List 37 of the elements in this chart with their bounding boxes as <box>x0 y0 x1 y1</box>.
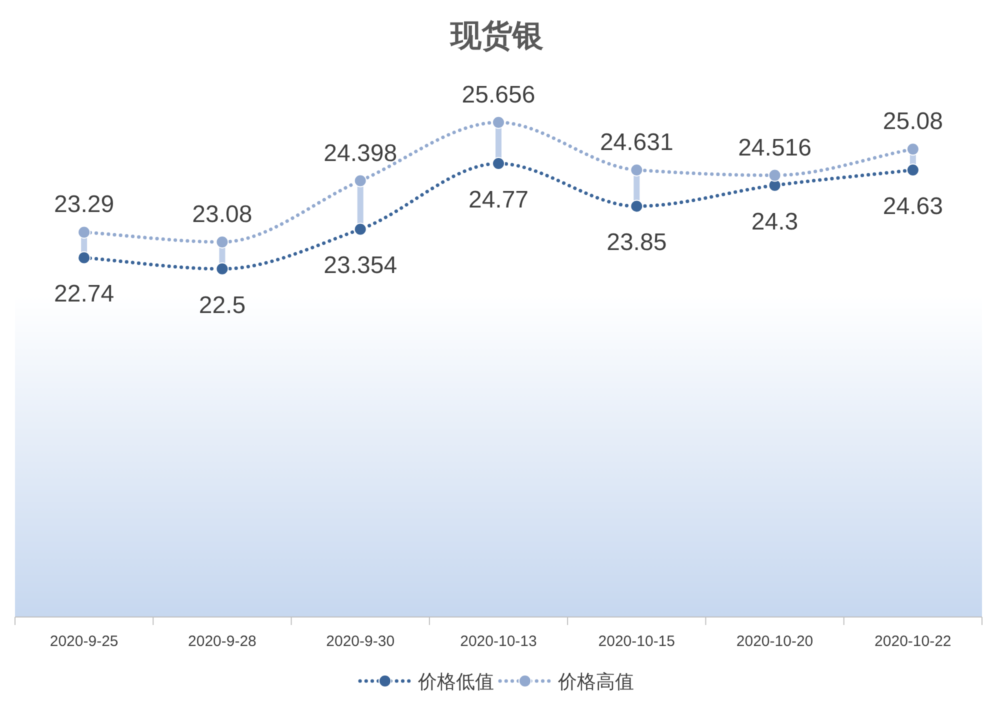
point <box>492 116 505 129</box>
point <box>78 226 91 239</box>
data-label: 24.63 <box>882 193 943 220</box>
data-label: 23.08 <box>192 200 252 228</box>
x-tick-label: 2020-9-30 <box>326 633 395 650</box>
data-label: 24.3 <box>751 208 798 236</box>
data-label: 25.08 <box>882 108 943 136</box>
data-label: 24.77 <box>468 186 529 214</box>
point <box>906 164 920 177</box>
x-tick-label: 2020-10-15 <box>598 633 676 650</box>
chart-title: 现货银 <box>450 18 544 53</box>
data-label: 23.29 <box>54 191 114 218</box>
point <box>630 200 644 213</box>
point <box>216 262 229 276</box>
x-tick-label: 2020-9-25 <box>50 633 118 650</box>
data-label: 24.398 <box>324 140 398 167</box>
x-tick-label: 2020-10-13 <box>460 633 537 650</box>
data-label: 22.5 <box>198 292 246 319</box>
data-label: 23.354 <box>324 252 398 280</box>
x-tick-label: 2020-10-22 <box>874 633 952 650</box>
data-label: 22.74 <box>54 280 114 308</box>
data-label: 24.631 <box>600 128 674 156</box>
data-label: 25.656 <box>462 81 536 108</box>
point <box>216 235 229 248</box>
data-label: 24.516 <box>738 134 812 162</box>
point <box>78 251 91 264</box>
data-label: 23.85 <box>606 229 667 256</box>
point <box>354 174 367 188</box>
legend-label: 价格低值 <box>417 672 494 693</box>
point <box>492 157 505 170</box>
legend-label: 价格高值 <box>557 671 634 693</box>
x-tick-label: 2020-10-20 <box>736 633 814 650</box>
point <box>768 168 782 182</box>
x-tick-label: 2020-9-28 <box>188 633 256 650</box>
point <box>354 222 367 236</box>
point <box>906 142 920 156</box>
point <box>630 163 644 176</box>
